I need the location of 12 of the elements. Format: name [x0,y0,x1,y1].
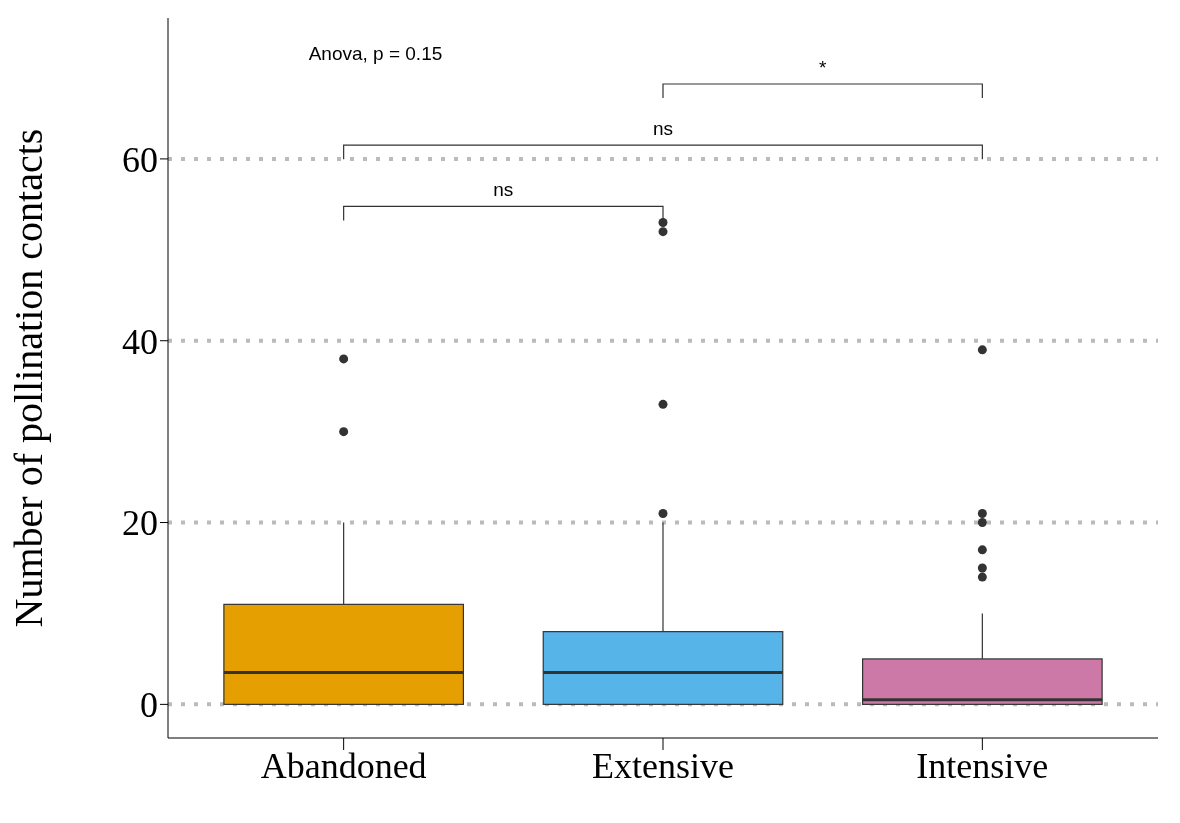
y-axis-title: Number of pollination contacts [6,128,52,628]
x-tick-label: Abandoned [260,745,427,786]
annotation: * [818,57,827,78]
y-tick-label: 60 [122,139,158,180]
y-tick-label: 20 [122,503,158,544]
y-tick-label: 40 [122,321,158,362]
annotation: ns [652,118,674,140]
annotation: Anova, p = 0.15 [308,43,443,64]
x-tick-label: Intensive [916,745,1049,786]
y-tick-label: 0 [140,685,158,726]
x-tick-label: Extensive [592,745,734,786]
annotation: ns [493,179,514,201]
